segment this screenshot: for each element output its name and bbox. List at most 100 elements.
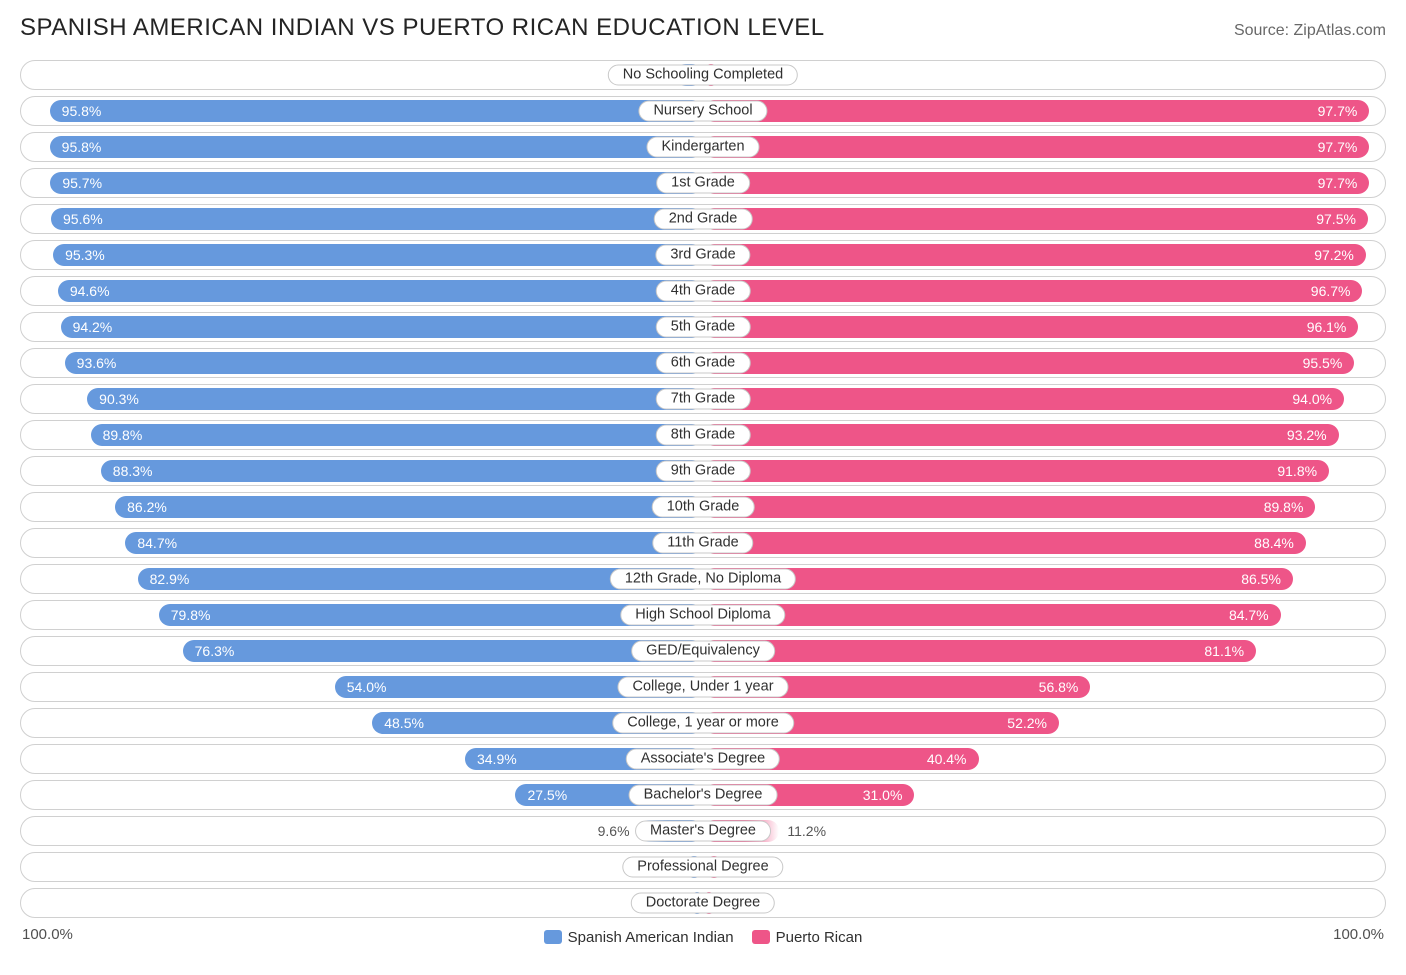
source-name: ZipAtlas.com <box>1294 22 1386 39</box>
bar-right-value: 91.8% <box>1277 463 1317 479</box>
bar-left-value: 9.6% <box>598 817 638 845</box>
bar-left: 95.6% <box>51 208 703 230</box>
chart-row: 34.9% 40.4% Associate's Degree <box>20 744 1386 774</box>
chart-row: 76.3% 81.1%GED/Equivalency <box>20 636 1386 666</box>
bar-left: 84.7% <box>125 532 703 554</box>
row-category-label: High School Diploma <box>620 605 785 626</box>
chart-row: 48.5%52.2%College, 1 year or more <box>20 708 1386 738</box>
source-label: Source: <box>1234 22 1289 39</box>
bar-right: 97.5% <box>703 208 1368 230</box>
scale-max-right: 100.0% <box>1333 926 1384 943</box>
chart-title: SPANISH AMERICAN INDIAN VS PUERTO RICAN … <box>20 14 825 42</box>
row-category-label: Professional Degree <box>622 857 783 878</box>
bar-left-value: 76.3% <box>195 643 235 659</box>
bar-right: 97.7% <box>703 136 1369 158</box>
row-category-label: 12th Grade, No Diploma <box>610 569 796 590</box>
row-category-label: 6th Grade <box>656 353 751 374</box>
bar-right: 89.8% <box>703 496 1315 518</box>
bar-left-value: 95.3% <box>65 247 105 263</box>
bar-right-value: 40.4% <box>927 751 967 767</box>
row-category-label: 4th Grade <box>656 281 751 302</box>
legend-label-right: Puerto Rican <box>776 929 863 946</box>
row-category-label: Associate's Degree <box>626 749 780 770</box>
bar-left: 95.8% <box>50 100 703 122</box>
bar-right-value: 97.7% <box>1318 139 1358 155</box>
legend-swatch-left <box>544 930 562 944</box>
row-category-label: 9th Grade <box>656 461 751 482</box>
bar-left: 76.3% <box>183 640 703 662</box>
bar-right: 97.7% <box>703 100 1369 122</box>
chart-footer: 100.0% Spanish American Indian Puerto Ri… <box>20 924 1386 950</box>
chart-row: 82.9% 86.5% 12th Grade, No Diploma <box>20 564 1386 594</box>
chart-row: 9.6% 11.2% Master's Degree <box>20 816 1386 846</box>
chart-row: 95.3% 97.2%3rd Grade <box>20 240 1386 270</box>
legend-swatch-right <box>752 930 770 944</box>
row-category-label: College, Under 1 year <box>617 677 788 698</box>
row-category-label: 8th Grade <box>656 425 751 446</box>
scale-max-left: 100.0% <box>22 926 73 943</box>
bar-right-value: 97.7% <box>1318 103 1358 119</box>
bar-right: 84.7% <box>703 604 1281 626</box>
bar-left: 94.2% <box>61 316 703 338</box>
bar-right-value: 52.2% <box>1007 715 1047 731</box>
bar-right-value: 89.8% <box>1264 499 1304 515</box>
chart-row: 94.2% 96.1% 5th Grade <box>20 312 1386 342</box>
row-category-label: 1st Grade <box>656 173 750 194</box>
bar-left: 89.8% <box>91 424 703 446</box>
row-category-label: Master's Degree <box>635 821 771 842</box>
row-category-label: Nursery School <box>638 101 767 122</box>
row-category-label: College, 1 year or more <box>612 713 794 734</box>
bar-right: 95.5% <box>703 352 1354 374</box>
bar-right-value: 11.2% <box>779 817 826 845</box>
chart-row: 79.8%84.7%High School Diploma <box>20 600 1386 630</box>
bar-left: 95.7% <box>50 172 703 194</box>
bar-left-value: 95.8% <box>62 139 102 155</box>
bar-left-value: 89.8% <box>103 427 143 443</box>
bar-right-value: 96.1% <box>1307 319 1347 335</box>
bar-left-value: 95.8% <box>62 103 102 119</box>
row-category-label: 5th Grade <box>656 317 751 338</box>
bar-left: 95.8% <box>50 136 703 158</box>
bar-right: 96.1% <box>703 316 1358 338</box>
bar-right: 97.2% <box>703 244 1366 266</box>
diverging-bar-chart: 4.2%2.3%No Schooling Completed 95.8% 97.7%… <box>20 60 1386 918</box>
bar-right: 91.8% <box>703 460 1329 482</box>
chart-row: 54.0%56.8%College, Under 1 year <box>20 672 1386 702</box>
bar-right-value: 96.7% <box>1311 283 1351 299</box>
bar-right-value: 88.4% <box>1254 535 1294 551</box>
row-category-label: Doctorate Degree <box>631 893 775 914</box>
legend-item-right: Puerto Rican <box>752 929 863 946</box>
bar-left: 88.3% <box>101 460 703 482</box>
row-category-label: Bachelor's Degree <box>629 785 778 806</box>
chart-row: 93.6%95.5%6th Grade <box>20 348 1386 378</box>
bar-left-value: 54.0% <box>347 679 387 695</box>
chart-row: 86.2%89.8%10th Grade <box>20 492 1386 522</box>
row-category-label: Kindergarten <box>646 137 759 158</box>
bar-right: 81.1% <box>703 640 1256 662</box>
bar-right-value: 97.5% <box>1316 211 1356 227</box>
chart-source: Source: ZipAtlas.com <box>1234 22 1386 40</box>
bar-left: 95.3% <box>53 244 703 266</box>
row-category-label: No Schooling Completed <box>608 65 798 86</box>
bar-left-value: 95.6% <box>63 211 103 227</box>
chart-row: 4.2%2.3%No Schooling Completed <box>20 60 1386 90</box>
bar-left-value: 82.9% <box>150 571 190 587</box>
bar-left-value: 94.2% <box>73 319 113 335</box>
chart-row: 90.3%94.0%7th Grade <box>20 384 1386 414</box>
chart-row: 84.7%88.4%11th Grade <box>20 528 1386 558</box>
row-category-label: 3rd Grade <box>655 245 750 266</box>
bar-right-value: 31.0% <box>863 787 903 803</box>
bar-right-value: 86.5% <box>1241 571 1281 587</box>
chart-row: 89.8%93.2%8th Grade <box>20 420 1386 450</box>
row-category-label: 10th Grade <box>652 497 755 518</box>
bar-right: 94.0% <box>703 388 1344 410</box>
row-category-label: GED/Equivalency <box>631 641 775 662</box>
chart-row: 27.5%31.0%Bachelor's Degree <box>20 780 1386 810</box>
chart-row: 94.6%96.7%4th Grade <box>20 276 1386 306</box>
bar-left-value: 95.7% <box>62 175 102 191</box>
bar-right: 88.4% <box>703 532 1306 554</box>
chart-row: 1.1%1.4%Doctorate Degree <box>20 888 1386 918</box>
bar-right-value: 84.7% <box>1229 607 1269 623</box>
chart-row: 88.3% 91.8% 9th Grade <box>20 456 1386 486</box>
bar-left-value: 34.9% <box>477 751 517 767</box>
